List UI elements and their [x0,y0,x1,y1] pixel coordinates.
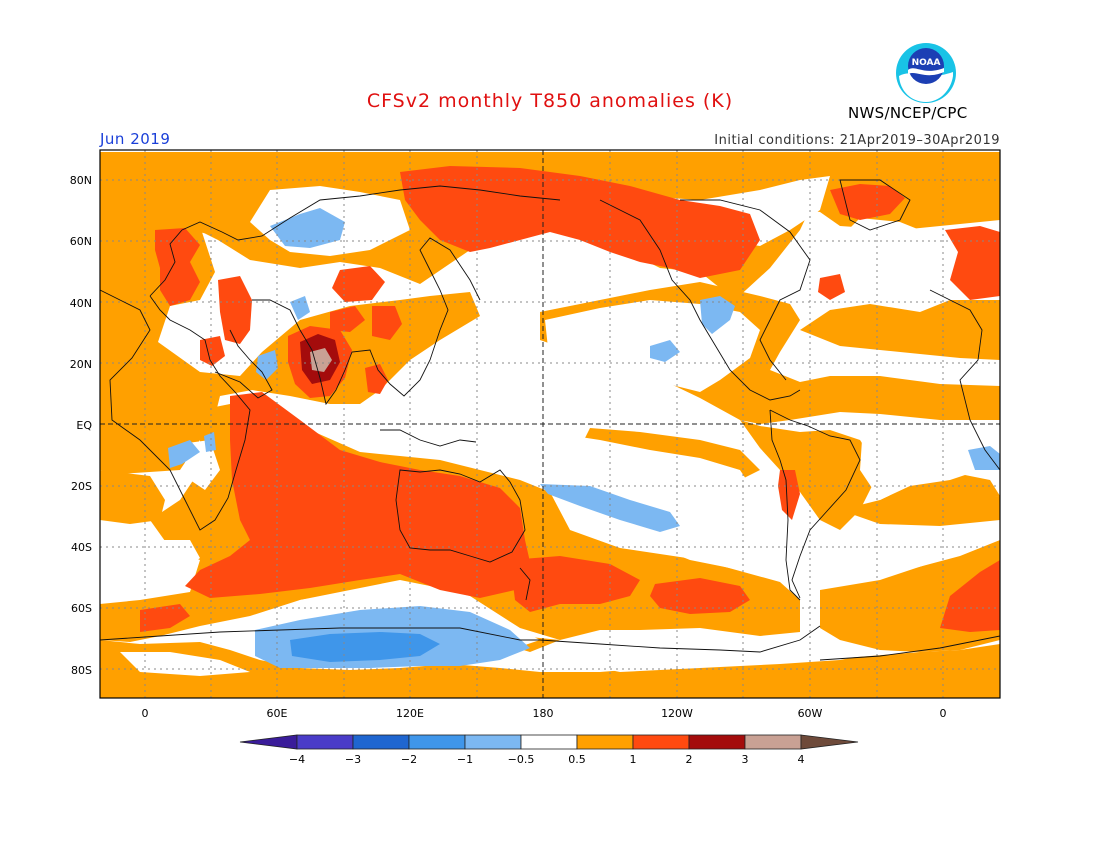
colorbar-label: 1 [629,753,637,766]
lon-label: 60W [797,707,823,720]
colorbar-segment [408,734,466,750]
colorbar-segment [688,734,746,750]
initial-conditions: Initial conditions: 21Apr2019–30Apr2019 [714,133,1000,148]
lat-label: 40S [71,541,92,554]
colorbar-segment [520,734,578,750]
colorbar-label: −4 [288,753,306,766]
colorbar-segment [296,734,354,750]
lon-label: 180 [532,707,554,720]
colorbar-label: −3 [344,753,362,766]
lat-label: 80S [71,664,92,677]
colorbar-label: −0.5 [507,753,535,766]
noaa-logo: NOAA [896,43,956,103]
equator-dateline [100,150,1000,698]
lon-label: 120W [661,707,693,720]
lat-label: 20S [71,480,92,493]
graticule [100,150,1000,698]
lat-label: 60N [69,235,92,248]
lon-label: 120E [396,707,424,720]
positive-anomaly-extreme [310,348,332,372]
lat-label: EQ [76,419,92,432]
lon-label: 0 [141,707,149,720]
lon-label: 0 [939,707,947,720]
agency-label: NWS/NCEP/CPC [848,104,968,122]
colorbar-label: 2 [685,753,693,766]
lat-label: 80N [69,174,92,187]
colorbar-label: −1 [456,753,474,766]
colorbar-segment [800,734,859,750]
colorbar-label: 3 [741,753,749,766]
negative-anomaly-mid [290,632,440,662]
colorbar-segment [239,734,298,750]
colorbar-label: 4 [797,753,805,766]
lon-label: 60E [266,707,288,720]
map-title: CFSv2 monthly T850 anomalies (K) [366,90,734,112]
colorbar-label: −2 [400,753,418,766]
lat-label: 40N [69,297,92,310]
lat-label: 20N [69,358,92,371]
coastlines [100,179,1000,661]
colorbar-segment [352,734,410,750]
noaa-logo-text: NOAA [912,58,941,68]
colorbar-segment [464,734,522,750]
colorbar-label: 0.5 [568,753,586,766]
map-frame [99,149,1001,699]
lat-label: 60S [71,602,92,615]
forecast-month: Jun 2019 [100,130,171,148]
colorbar-segment [576,734,634,750]
colorbar-segment [632,734,690,750]
colorbar-segment [744,734,802,750]
